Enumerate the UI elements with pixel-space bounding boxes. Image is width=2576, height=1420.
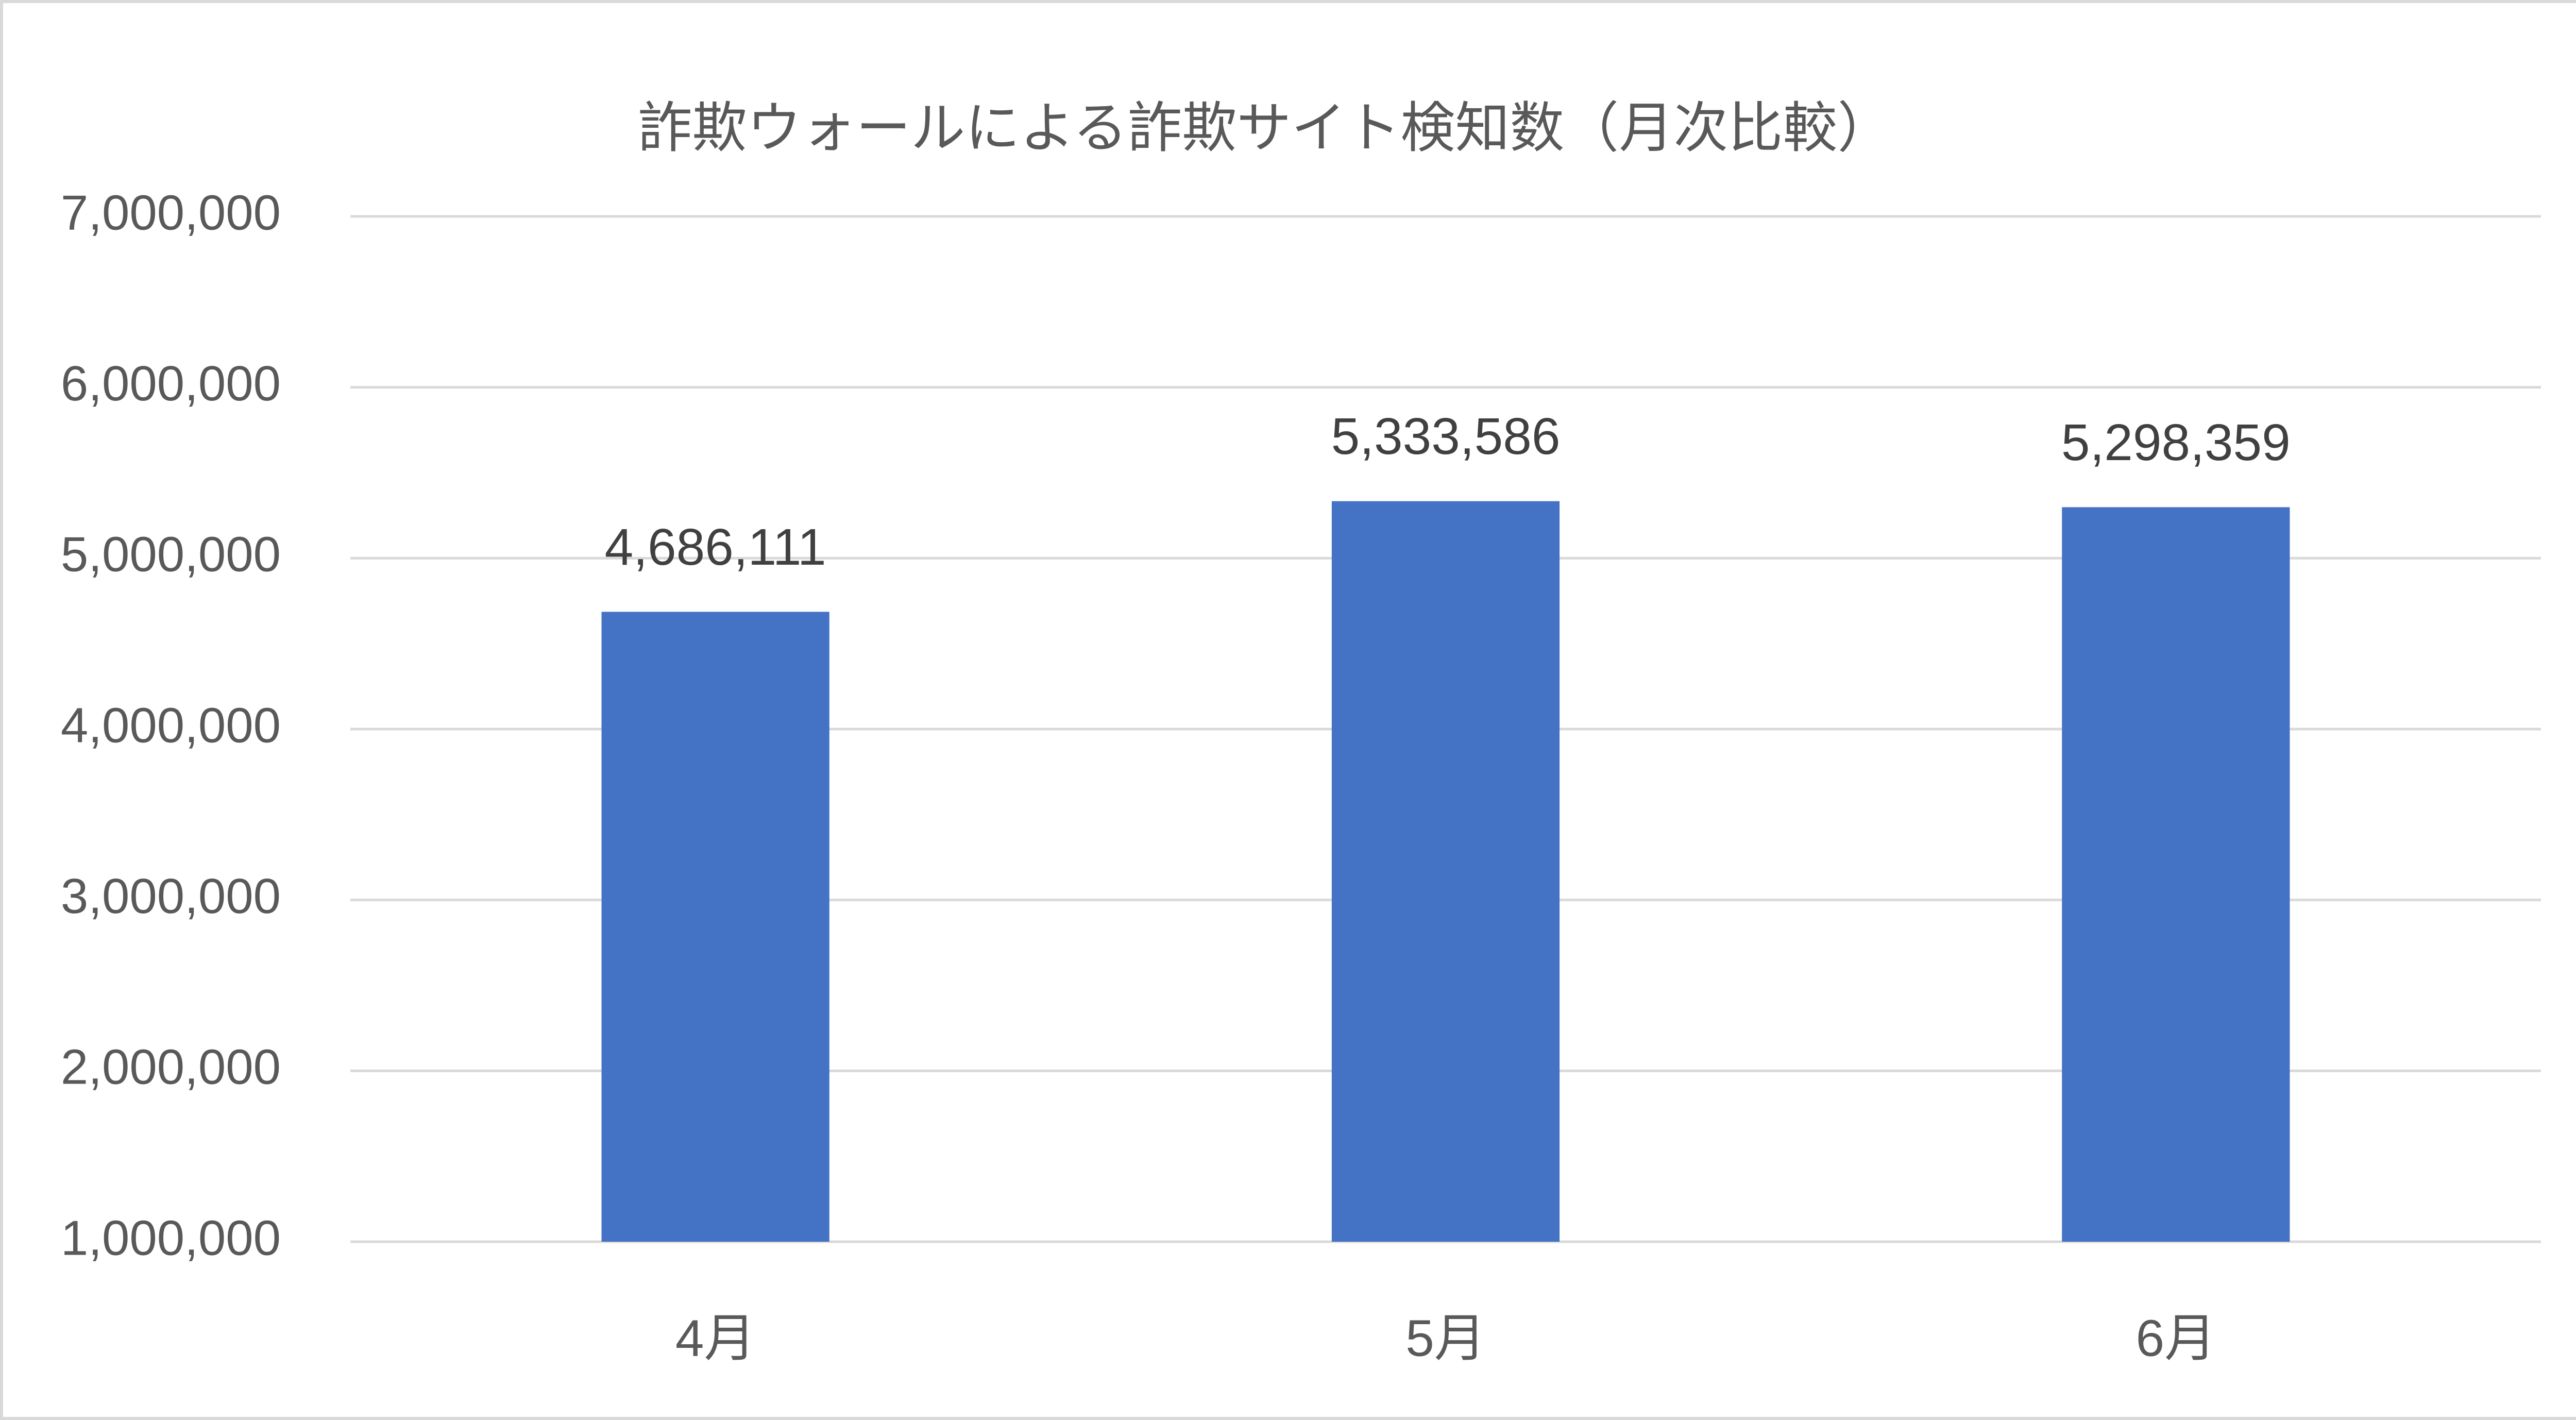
y-tick-label: 3,000,000: [61, 869, 281, 924]
y-tick-label: 6,000,000: [61, 356, 281, 411]
bar: [1331, 501, 1560, 1242]
value-label: 5,333,586: [1331, 408, 1561, 465]
value-label: 5,298,359: [2061, 414, 2291, 471]
y-tick-label: 4,000,000: [61, 698, 281, 753]
y-tick-label: 1,000,000: [61, 1210, 281, 1265]
y-tick-label: 7,000,000: [61, 185, 281, 240]
x-tick-label: 5月: [1405, 1309, 1486, 1367]
chart-title: 詐欺ウォールによる詐欺サイト検知数（月次比較）: [638, 98, 1892, 159]
y-tick-label: 2,000,000: [61, 1040, 281, 1095]
bar: [2062, 507, 2290, 1242]
x-tick-label: 6月: [2136, 1309, 2216, 1367]
value-label: 4,686,111: [605, 518, 826, 576]
x-tick-label: 4月: [675, 1309, 756, 1367]
bar: [601, 612, 829, 1242]
y-tick-label: 5,000,000: [61, 527, 281, 582]
